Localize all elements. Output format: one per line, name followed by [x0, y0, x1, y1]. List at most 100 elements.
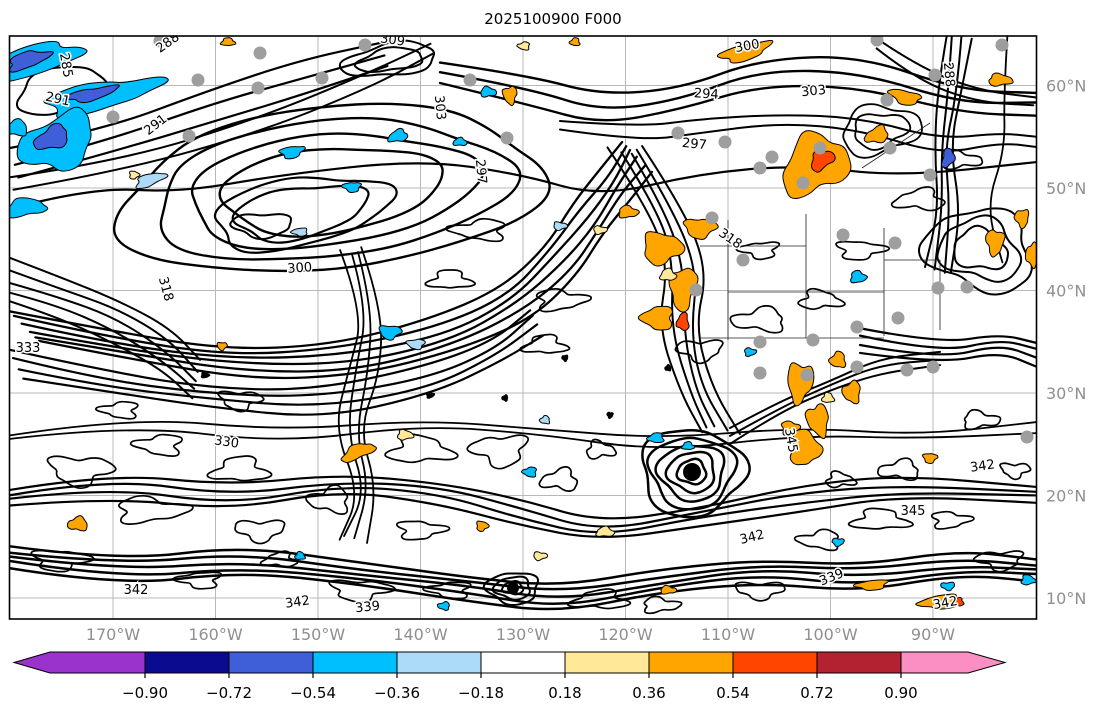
station-dot: [813, 141, 827, 155]
contour-band: [9, 427, 1037, 449]
contour-loop: [491, 575, 531, 601]
contour-band: [9, 545, 1037, 585]
station-dot: [736, 253, 750, 267]
anomaly-patch: [985, 229, 1006, 258]
anomaly-patch: [396, 428, 415, 441]
anomaly-patch: [988, 72, 1014, 87]
contour-loop: [95, 400, 139, 420]
station-dot: [995, 38, 1009, 52]
contour-loop: [234, 519, 286, 545]
vortex-eye: [507, 582, 519, 594]
contour-band: [606, 146, 704, 434]
station-dot: [870, 36, 884, 47]
vortex-eye: [683, 463, 701, 481]
station-dot: [463, 73, 477, 87]
contour-label: 300: [287, 260, 313, 277]
anomaly-patch: [9, 118, 28, 137]
station-dot: [888, 236, 902, 250]
contour-band: [620, 151, 708, 429]
contour-band: [22, 334, 544, 416]
contour-loop: [466, 434, 530, 470]
contour-band: [9, 309, 532, 391]
contour-loop: [854, 113, 912, 151]
map-frame: [8, 35, 1038, 620]
colorbar-segment: [732, 651, 818, 674]
anomaly-patch: [841, 379, 861, 405]
contour-loop: [213, 176, 398, 254]
contour-lines: [9, 36, 1037, 615]
anomaly-patch: [644, 231, 686, 267]
contour-loop: [972, 550, 1025, 573]
contour-loop: [930, 510, 975, 530]
station-dot: [891, 311, 905, 325]
station-dot: [358, 38, 372, 52]
contour-loop: [129, 433, 183, 457]
contour-band: [878, 39, 1037, 99]
contour-label: 345: [781, 427, 800, 454]
station-dot: [900, 363, 914, 377]
anomaly-patch: [886, 88, 923, 106]
contour-loop: [890, 186, 946, 212]
anomaly-patch: [618, 204, 640, 219]
contour-label: 333: [16, 341, 41, 356]
contour-band: [37, 170, 654, 380]
contour-band: [17, 323, 539, 406]
station-dot: [753, 335, 767, 349]
station-dot: [1020, 430, 1034, 444]
contour-label: 345: [901, 504, 926, 519]
contour-loop: [654, 444, 726, 503]
contour-band: [875, 47, 1035, 107]
anomaly-patch: [425, 391, 436, 399]
station-dot: [500, 131, 514, 145]
axis-tick-labels: 170°W 160°W 150°W 140°W 130°W 120°W 110°W 100°W…: [86, 77, 1087, 645]
contour-band: [9, 555, 1037, 598]
contour-band: [20, 148, 632, 359]
contour-loop: [566, 588, 632, 610]
colorbar-tick-label: −0.90: [122, 684, 168, 702]
contour-loop: [445, 217, 506, 243]
anomaly-patch: [387, 127, 409, 143]
latitude-label: 40°N: [1046, 282, 1086, 301]
contour-label: 342: [284, 593, 311, 611]
contour-loop: [646, 436, 739, 511]
longitude-label: 150°W: [291, 625, 346, 644]
contour-band: [635, 148, 729, 432]
station-dot: [850, 320, 864, 334]
station-dot: [923, 168, 937, 182]
contour-label: 303: [801, 83, 827, 101]
contour-band: [9, 493, 1037, 538]
anomaly-patch: [658, 267, 678, 281]
contour-band: [858, 343, 1037, 359]
anomaly-patch: [501, 394, 509, 402]
anomaly-patch: [940, 581, 956, 592]
anomaly-patch: [664, 363, 672, 372]
station-dot: [883, 141, 897, 155]
anomaly-patch: [476, 520, 490, 532]
anomaly-patch: [66, 515, 88, 532]
contour-loop: [206, 455, 273, 482]
contour-loop: [847, 507, 914, 530]
contour-band: [9, 551, 1037, 591]
anomaly-patch: [950, 597, 965, 607]
colorbar-tick-label: −0.36: [374, 684, 420, 702]
contour-label: 285: [56, 52, 75, 79]
contour-label: 342: [738, 527, 766, 548]
colorbar-segment: [564, 651, 650, 674]
anomaly-patch: [1013, 209, 1030, 230]
contour-label: 339: [355, 599, 381, 617]
contour-loop: [585, 438, 618, 460]
contour-label: 297: [681, 136, 707, 154]
station-dot: [753, 366, 767, 380]
longitude-label: 90°W: [911, 625, 955, 644]
anomaly-patch: [405, 338, 426, 351]
anomaly-patch: [9, 197, 49, 219]
contour-band: [11, 314, 534, 397]
contour-label: 342: [969, 457, 996, 475]
contour-band: [641, 145, 741, 435]
anomaly-patch: [789, 428, 824, 466]
contour-loop: [675, 457, 708, 486]
colorbar-right-arrow: [900, 651, 1007, 674]
contour-band: [9, 482, 1037, 528]
contour-band: [9, 559, 1037, 605]
